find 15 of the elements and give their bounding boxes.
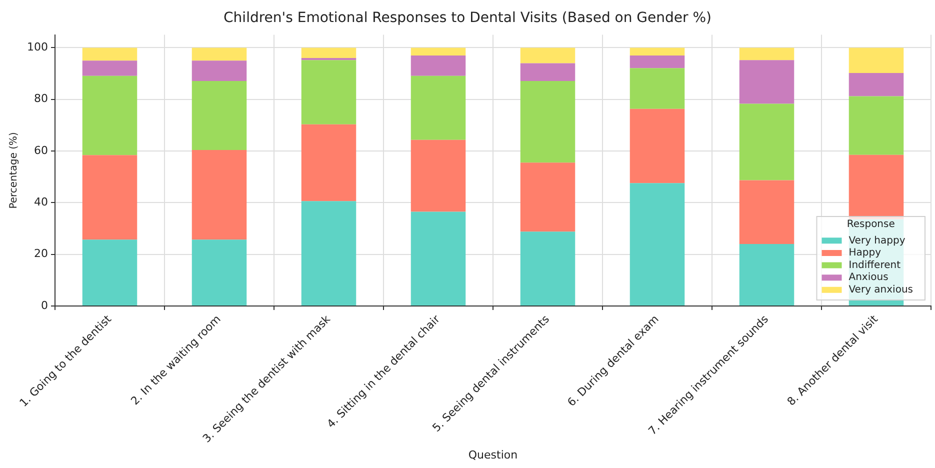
legend-label: Very anxious [848,284,914,296]
legend-label: Indifferent [848,260,901,271]
legend-label: Anxious [848,272,888,284]
chart-title: Children's Emotional Responses to Dental Visits (Based on Gender %) [224,10,712,26]
legend-title: Response [846,219,895,230]
y-axis-title: Percentage (%) [8,132,20,209]
y-tick-label: 100 [26,40,48,54]
y-tick-label: 40 [34,196,48,209]
legend-label: Happy [848,248,882,259]
y-tick-label: 20 [34,247,48,260]
y-tick-label: 60 [34,144,48,157]
legend-label: Very happy [848,235,906,246]
x-axis-title: Question [468,448,518,462]
y-tick-label: 80 [34,92,48,106]
y-tick-label: 0 [40,298,48,312]
